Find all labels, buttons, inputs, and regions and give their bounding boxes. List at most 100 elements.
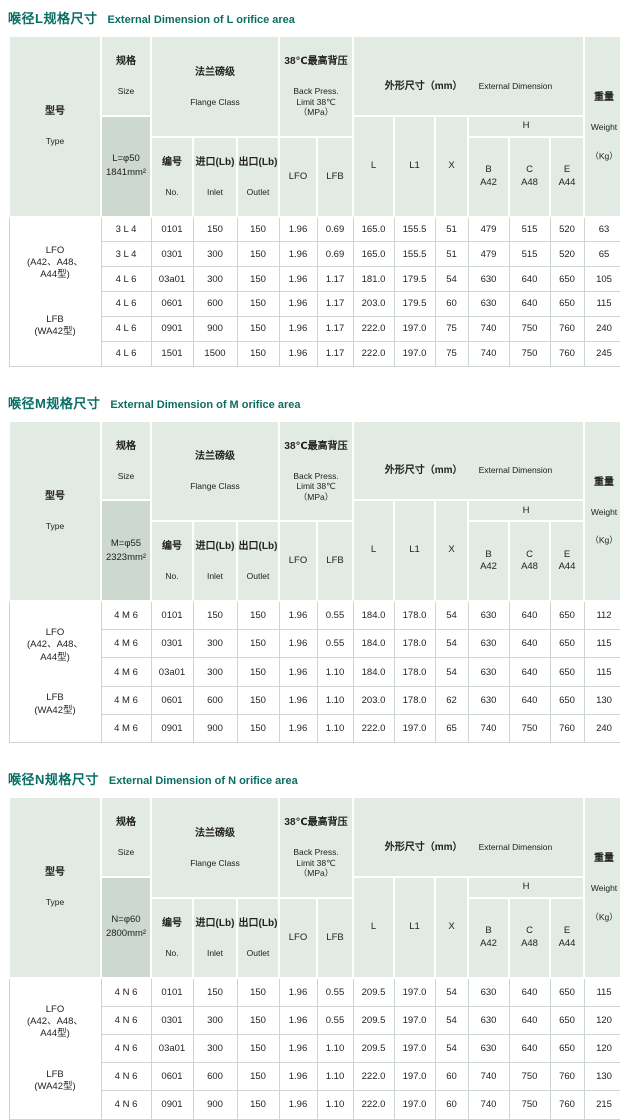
table-body: LFO (A42、A48、 A44型) LFB (WA42型) 3 L 4 01… (8, 215, 620, 367)
cell-no: 03a01 (150, 266, 194, 292)
col-header-e-a44: E A44 (549, 896, 586, 979)
size-label-en: Size (117, 86, 135, 96)
header-row-2: M=φ55 2323mm² L L1 X H (9, 499, 620, 602)
cell-l: 209.5 (352, 1033, 395, 1064)
type-label-zh: 型号 (45, 490, 65, 502)
weight-label-en: Weight (590, 883, 618, 894)
cell-l: 222.0 (352, 1090, 395, 1120)
cell-weight: 120 (583, 1033, 620, 1064)
cell-lfb: 0.69 (316, 215, 354, 243)
table-header: 型号 Type 规格 Size 法兰磅级 Flange Class 38℃最高背… (8, 796, 620, 979)
col-header-x: X (434, 499, 470, 602)
type-group-lfb: LFB (WA42型) (34, 313, 76, 338)
cell-inlet: 600 (192, 290, 238, 317)
flange-label-en: Flange Class (190, 481, 240, 492)
col-header-weight: 重量 Weight （Kg） (583, 419, 620, 602)
weight-label-zh: 重量 (594, 853, 615, 865)
cell-lfo: 1.96 (278, 1090, 318, 1120)
cell-l: 209.5 (352, 977, 395, 1007)
cell-c: 750 (508, 1062, 551, 1092)
cell-size-spec: 4 M 6 (100, 657, 152, 687)
type-label-en: Type (45, 136, 65, 147)
cell-lfb: 0.55 (316, 600, 354, 631)
cell-no: 1501 (150, 340, 194, 367)
cell-inlet: 150 (192, 215, 238, 243)
extdim-label-en: External Dimension (478, 465, 553, 476)
inlet-label-zh: 进口(Lb) (195, 917, 235, 929)
col-header-size: 规格 Size (100, 419, 152, 502)
cell-lfo: 1.96 (278, 629, 318, 659)
cell-size-spec: 4 N 6 (100, 1090, 152, 1120)
flange-label-zh: 法兰磅级 (195, 66, 235, 78)
cell-lfo: 1.96 (278, 977, 318, 1007)
col-header-b-a42: B A42 (467, 520, 511, 602)
type-group-lfo: LFO (A42、A48、 A44型) (27, 1003, 83, 1040)
cell-x: 75 (434, 340, 469, 367)
cell-lfb: 1.17 (316, 266, 354, 292)
col-header-c-a48: C A48 (508, 520, 552, 602)
cell-weight: 245 (583, 340, 620, 367)
cell-l: 222.0 (352, 713, 395, 744)
col-header-l1: L1 (393, 499, 437, 602)
cell-lfo: 1.96 (278, 685, 318, 715)
cell-inlet: 900 (192, 713, 238, 744)
cell-c: 750 (508, 1090, 551, 1120)
cell-x: 62 (434, 685, 469, 715)
cell-c: 640 (508, 1033, 551, 1064)
cell-b: 630 (467, 977, 510, 1007)
cell-l1: 179.5 (393, 266, 436, 292)
cell-inlet: 300 (192, 241, 238, 268)
cell-e: 650 (549, 1033, 585, 1064)
col-header-extdim: 外形尺寸（mm） External Dimension (352, 796, 586, 878)
inlet-label-zh: 进口(Lb) (195, 156, 235, 168)
col-header-weight: 重量 Weight （Kg） (583, 35, 620, 218)
cell-outlet: 150 (236, 215, 280, 243)
cell-size-spec: 4 N 6 (100, 1062, 152, 1092)
cell-lfo: 1.96 (278, 713, 318, 744)
cell-e: 650 (549, 266, 585, 292)
cell-weight: 115 (583, 290, 620, 317)
cell-outlet: 150 (236, 266, 280, 292)
cell-size-spec: 4 N 6 (100, 1033, 152, 1064)
cell-l1: 178.0 (393, 685, 436, 715)
cell-b: 630 (467, 290, 510, 317)
cell-no: 0301 (150, 1005, 194, 1035)
table-row: 4 L 6 0901 900 150 1.96 1.17 222.0 197.0… (9, 315, 620, 342)
cell-l1: 197.0 (393, 1062, 436, 1092)
cell-l: 203.0 (352, 290, 395, 317)
cell-lfo: 1.96 (278, 315, 318, 342)
table-row: 4 M 6 03a01 300 150 1.96 1.10 184.0 178.… (9, 657, 620, 687)
inlet-label-en: Inlet (206, 947, 224, 958)
table-header: 型号 Type 规格 Size 法兰磅级 Flange Class 38℃最高背… (8, 35, 620, 218)
cell-l: 165.0 (352, 215, 395, 243)
section-title: 喉径M规格尺寸 External Dimension of M orifice a… (8, 393, 612, 413)
cell-weight: 240 (583, 713, 620, 744)
cell-b: 479 (467, 215, 510, 243)
cell-outlet: 150 (236, 685, 280, 715)
cell-inlet: 600 (192, 1062, 238, 1092)
cell-l: 184.0 (352, 600, 395, 631)
table-body: LFO (A42、A48、 A44型) LFB (WA42型) 4 M 6 01… (8, 600, 620, 744)
section-title: 喉径L规格尺寸 External Dimension of L orifice a… (8, 8, 612, 28)
cell-lfb: 0.55 (316, 1005, 354, 1035)
cell-outlet: 150 (236, 1062, 280, 1092)
spec-table-section: 喉径M规格尺寸 External Dimension of M orifice a… (8, 393, 620, 744)
cell-lfo: 1.96 (278, 290, 318, 317)
table-row: LFO (A42、A48、 A44型) LFB (WA42型) 3 L 4 01… (8, 215, 620, 367)
header-row-1: 型号 Type 规格 Size 法兰磅级 Flange Class 38℃最高背… (8, 796, 620, 979)
spec-table: 型号 Type 规格 Size 法兰磅级 Flange Class 38℃最高背… (8, 796, 620, 1120)
section-title-en: External Dimension of L orifice area (107, 14, 295, 26)
col-header-e-a44: E A44 (549, 135, 586, 218)
extdim-label-zh: 外形尺寸（mm） (384, 465, 463, 477)
col-header-no: 编号 No. (150, 896, 194, 979)
col-header-lfb: LFB (315, 896, 355, 979)
type-label-zh: 型号 (45, 106, 65, 118)
cell-weight: 120 (583, 1005, 620, 1035)
col-header-l1: L1 (393, 875, 437, 979)
cell-outlet: 150 (236, 600, 280, 631)
cell-x: 54 (434, 266, 469, 292)
cell-e: 520 (549, 215, 585, 243)
header-row-1: 型号 Type 规格 Size 法兰磅级 Flange Class 38℃最高背… (8, 35, 620, 218)
cell-c: 640 (508, 685, 551, 715)
weight-unit-label: （Kg） (590, 535, 618, 546)
